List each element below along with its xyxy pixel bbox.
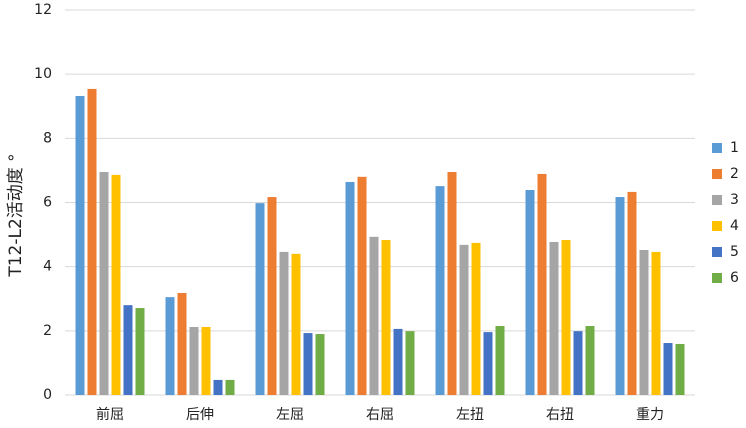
bar <box>303 333 313 395</box>
x-tick-label: 左扭 <box>456 407 484 423</box>
bar <box>135 308 145 395</box>
y-axis-title: T12-L2活动度 ° <box>6 153 26 277</box>
legend-swatch <box>712 273 722 283</box>
bar <box>381 240 391 395</box>
bar <box>537 173 547 395</box>
y-tick-label: 0 <box>43 387 52 403</box>
bar <box>123 305 133 395</box>
bar <box>561 240 571 395</box>
y-tick-label: 6 <box>43 195 52 211</box>
bar <box>651 251 661 395</box>
bar <box>165 297 175 395</box>
x-tick-label: 后伸 <box>186 407 214 423</box>
bar <box>393 328 403 395</box>
bar <box>345 181 355 395</box>
bar <box>99 172 109 395</box>
bar <box>279 251 289 395</box>
legend-swatch <box>712 221 722 231</box>
bar <box>87 88 97 396</box>
y-tick-label: 4 <box>43 259 52 275</box>
bar <box>525 189 535 395</box>
y-tick-label: 8 <box>43 130 52 146</box>
bar <box>435 186 445 395</box>
legend-label: 3 <box>730 192 739 208</box>
bar <box>639 249 649 395</box>
bar <box>369 236 379 395</box>
bar <box>75 95 85 395</box>
legend-label: 6 <box>730 270 739 286</box>
bar <box>471 242 481 395</box>
bar <box>549 241 559 395</box>
bar <box>405 331 415 395</box>
bar <box>627 191 637 395</box>
legend-label: 2 <box>730 166 739 182</box>
x-tick-label: 重力 <box>636 407 664 423</box>
legend-label: 4 <box>730 218 739 234</box>
bar <box>573 331 583 395</box>
bar <box>447 172 457 395</box>
bar <box>267 197 277 395</box>
bar <box>315 334 325 395</box>
bar <box>495 326 505 395</box>
bar <box>615 197 625 395</box>
y-tick-label: 2 <box>43 323 52 339</box>
y-tick-label: 12 <box>34 2 52 18</box>
legend-label: 1 <box>730 140 739 156</box>
bar <box>459 244 469 395</box>
bar <box>675 343 685 395</box>
legend-swatch <box>712 247 722 257</box>
bar <box>357 176 367 395</box>
bar <box>201 326 211 395</box>
bar <box>225 379 235 395</box>
legend-swatch <box>712 169 722 179</box>
bar <box>291 253 301 395</box>
x-tick-label: 右屈 <box>366 407 394 423</box>
bar <box>585 326 595 395</box>
bar <box>111 174 121 395</box>
bar <box>189 326 199 395</box>
y-tick-label: 10 <box>34 66 52 82</box>
bar <box>255 203 265 395</box>
x-tick-label: 右扭 <box>546 407 574 423</box>
bar <box>483 332 493 395</box>
bar <box>213 379 223 395</box>
legend-swatch <box>712 143 722 153</box>
bar <box>663 343 673 395</box>
x-tick-label: 前屈 <box>96 406 124 423</box>
legend-swatch <box>712 195 722 205</box>
legend-label: 5 <box>730 244 739 260</box>
x-tick-label: 左屈 <box>276 407 304 423</box>
bar <box>177 292 187 395</box>
